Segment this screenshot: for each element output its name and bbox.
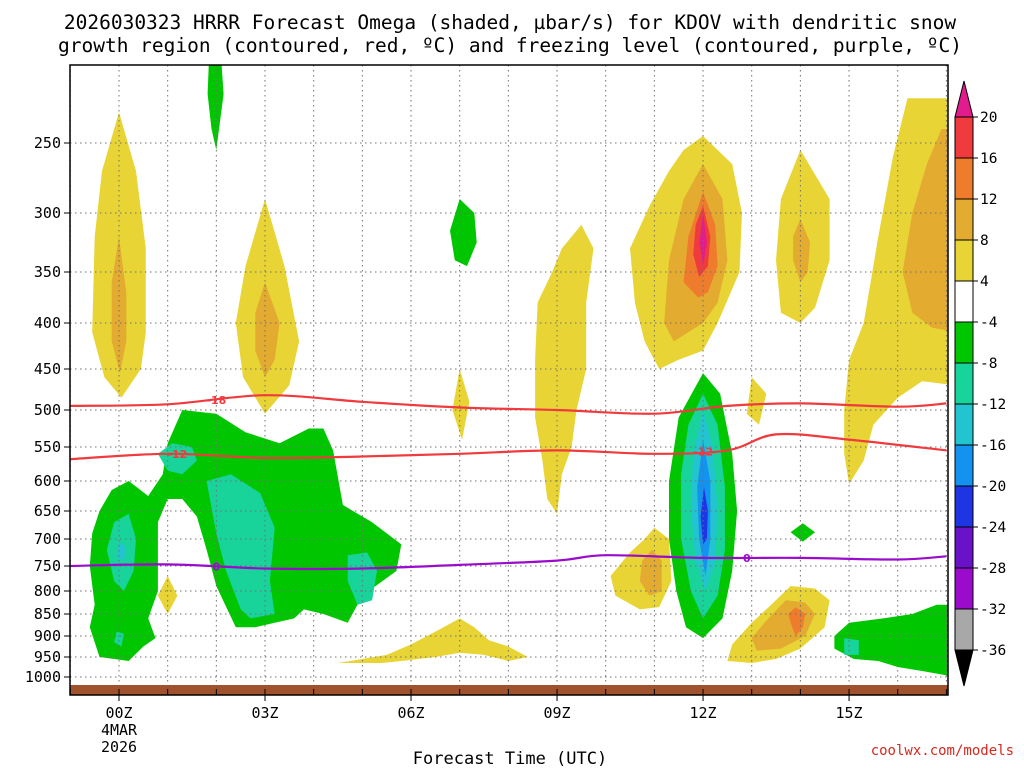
dgz-minus12-line bbox=[70, 432, 947, 461]
colorbar-band bbox=[954, 198, 974, 241]
rise-region-09z bbox=[535, 224, 594, 514]
sink-region-small-14z bbox=[790, 523, 815, 542]
colorbar-top-tip bbox=[954, 80, 974, 118]
colorbar-band bbox=[954, 444, 974, 487]
y-tick-label: 800 bbox=[34, 582, 61, 600]
colorbar-tick-label: -24 bbox=[980, 520, 1006, 536]
rise-region-right-core bbox=[902, 129, 948, 331]
dgz-minus18-label: -18 bbox=[206, 394, 226, 407]
y-tick-label: 600 bbox=[34, 472, 61, 490]
dgz-minus12-label: -12 bbox=[693, 446, 713, 459]
sink-region-bottom-tip bbox=[114, 631, 124, 647]
x-tick-label: 12Z bbox=[689, 704, 716, 722]
plot-frame bbox=[69, 64, 949, 696]
colorbar-band bbox=[954, 321, 974, 364]
y-tick-label: 750 bbox=[34, 557, 61, 575]
y-tick-label: 1000 bbox=[25, 668, 61, 686]
sink-region-bottom-right-core bbox=[844, 638, 859, 655]
sink-region-upper-07z bbox=[450, 199, 477, 267]
y-tick-label: 300 bbox=[34, 204, 61, 222]
x-tick-label: 09Z bbox=[543, 704, 570, 722]
colorbar-tick-label: -4 bbox=[980, 315, 998, 331]
rise-region-00z-core bbox=[111, 236, 127, 374]
date-label-day: 4MAR bbox=[101, 721, 138, 739]
y-tick-label: 400 bbox=[34, 314, 61, 332]
y-tick-label: 700 bbox=[34, 530, 61, 548]
rise-region-1230z bbox=[746, 377, 767, 425]
colorbar-band bbox=[954, 567, 974, 610]
colorbar-tick-label: -16 bbox=[980, 438, 1006, 454]
sink-region-bottom-right bbox=[834, 604, 948, 676]
contour-layer: -18 -12 -12 0 0 bbox=[70, 394, 947, 574]
freezing-level-label: 0 bbox=[743, 552, 751, 565]
colorbar-band bbox=[954, 526, 974, 569]
colorbar-band bbox=[954, 280, 974, 323]
y-tick-label: 250 bbox=[34, 134, 61, 152]
dgz-minus12-label: -12 bbox=[167, 448, 187, 461]
chart-title-line-2: growth region (contoured, red, ºC) and f… bbox=[58, 34, 962, 57]
freezing-level-line bbox=[70, 554, 947, 571]
y-tick-label: 950 bbox=[34, 648, 61, 666]
rise-region-14z-core bbox=[793, 218, 811, 283]
y-tick-label: 650 bbox=[34, 502, 61, 520]
colorbar-tick-label: -8 bbox=[980, 356, 997, 372]
date-label-year: 2026 bbox=[101, 738, 137, 756]
colorbar-tick-label: -32 bbox=[980, 602, 1006, 618]
rise-region-11z bbox=[610, 527, 672, 610]
x-axis-title: Forecast Time (UTC) bbox=[413, 749, 607, 768]
freezing-level-label: 0 bbox=[213, 561, 221, 574]
rise-region-bottom-center bbox=[338, 618, 528, 663]
x-tick-label: 03Z bbox=[251, 704, 278, 722]
colorbar-bottom-tip bbox=[954, 649, 974, 687]
sink-region-top bbox=[207, 65, 224, 150]
colorbar: -36 -32 -28 -24 -20 -16 -12 -8 -4 4 8 12 16 20 bbox=[954, 80, 1006, 687]
colorbar-tick-label: 16 bbox=[980, 151, 997, 167]
colorbar-tick-label: -28 bbox=[980, 561, 1006, 577]
omega-shading-layer bbox=[89, 65, 948, 676]
credit-text: coolwx.com/models bbox=[871, 743, 1014, 759]
y-axis: 250 300 350 400 450 500 550 600 650 700 750 800 850 9… bbox=[25, 134, 70, 686]
colorbar-band bbox=[954, 239, 974, 282]
colorbar-band bbox=[954, 485, 974, 528]
rise-region-11z-core bbox=[639, 549, 662, 596]
colorbar-band bbox=[954, 403, 974, 446]
sink-region-12z-deep bbox=[700, 487, 708, 545]
colorbar-tick-label: 4 bbox=[980, 274, 989, 290]
colorbar-tick-label: 12 bbox=[980, 192, 997, 208]
dgz-minus18-line bbox=[70, 394, 947, 415]
colorbar-band bbox=[954, 157, 974, 200]
y-tick-label: 900 bbox=[34, 627, 61, 645]
x-tick-label: 15Z bbox=[836, 704, 863, 722]
chart-title-line-1: 2026030323 HRRR Forecast Omega (shaded, … bbox=[64, 11, 956, 34]
colorbar-tick-label: 8 bbox=[980, 233, 989, 249]
rise-region-07z bbox=[452, 369, 470, 440]
rise-region-03z-core bbox=[255, 282, 280, 378]
y-tick-label: 550 bbox=[34, 438, 61, 456]
y-tick-label: 500 bbox=[34, 401, 61, 419]
colorbar-tick-label: -12 bbox=[980, 397, 1006, 413]
ground-band bbox=[70, 685, 948, 695]
colorbar-tick-label: -20 bbox=[980, 479, 1006, 495]
sink-region-mid-core bbox=[206, 474, 275, 619]
y-tick-label: 450 bbox=[34, 360, 61, 378]
colorbar-band bbox=[954, 608, 974, 651]
y-tick-label: 350 bbox=[34, 263, 61, 281]
y-tick-label: 850 bbox=[34, 605, 61, 623]
colorbar-band bbox=[954, 362, 974, 405]
rise-region-12z-peak bbox=[699, 213, 707, 267]
colorbar-tick-label: -36 bbox=[980, 643, 1006, 659]
x-tick-label: 00Z bbox=[105, 704, 132, 722]
colorbar-tick-label: 20 bbox=[980, 110, 997, 126]
x-tick-label: 06Z bbox=[397, 704, 424, 722]
colorbar-band bbox=[954, 116, 974, 159]
